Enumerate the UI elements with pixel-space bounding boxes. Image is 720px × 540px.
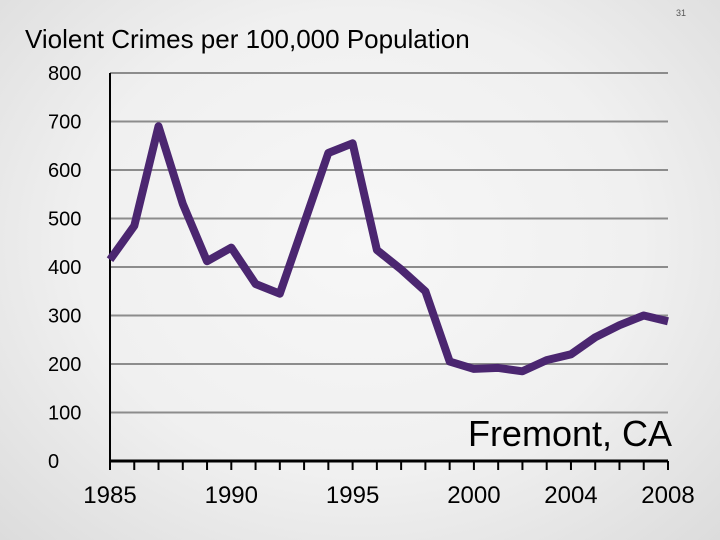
y-tick-label: 400 <box>48 257 81 279</box>
x-tick-label: 1995 <box>326 482 379 509</box>
y-tick-label: 0 <box>48 451 59 473</box>
grid-lines <box>110 72 668 414</box>
x-tick-label: 1990 <box>205 482 258 509</box>
y-axis-ticks: 0 100 200 300 400 500 600 700 800 <box>48 63 81 473</box>
x-tick-label: 1985 <box>83 482 136 509</box>
y-tick-label: 200 <box>48 354 81 376</box>
chart-annotation: Fremont, CA <box>468 413 672 454</box>
y-tick-label: 500 <box>48 209 81 231</box>
y-tick-label: 300 <box>48 306 81 328</box>
y-tick-label: 100 <box>48 403 81 425</box>
x-axis-ticks: 1985 1990 1995 2000 2004 2008 <box>83 461 695 509</box>
y-tick-label: 800 <box>48 63 81 85</box>
slide-number: 31 <box>675 8 686 18</box>
x-tick-label: 2000 <box>447 482 500 509</box>
x-tick-label: 2004 <box>544 482 597 509</box>
chart-title: Violent Crimes per 100,000 Population <box>25 24 470 54</box>
y-tick-label: 600 <box>48 160 81 182</box>
series-line <box>106 122 669 376</box>
y-tick-label: 700 <box>48 112 81 134</box>
x-tick-label: 2008 <box>641 482 694 509</box>
